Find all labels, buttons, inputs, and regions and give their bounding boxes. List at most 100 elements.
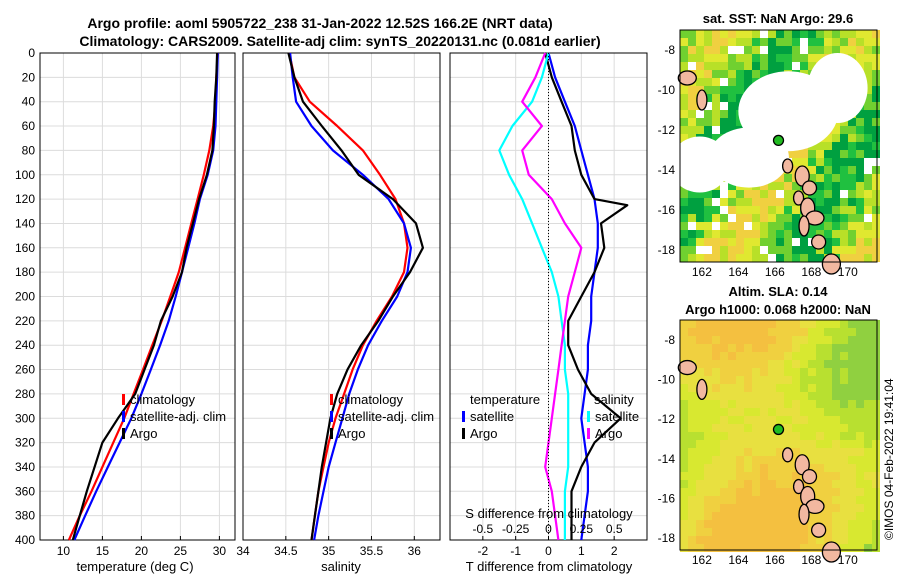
sla-map-cell <box>816 336 824 344</box>
sla-map-cell <box>824 376 832 384</box>
sst-map-cell <box>760 182 768 190</box>
sst-map-cell <box>776 238 784 246</box>
sst-map-cell <box>688 46 696 54</box>
sst-map-xtick: 162 <box>692 265 712 279</box>
sla-map-cell <box>728 392 736 400</box>
sst-map-frame <box>679 29 878 263</box>
sla-map-cell <box>848 496 856 504</box>
sla-map-cell <box>792 544 800 552</box>
sla-map-cell <box>704 328 712 336</box>
sla-map-cell <box>704 424 712 432</box>
sla-map-cell <box>776 360 784 368</box>
sst-map-cell <box>688 102 696 110</box>
sla-map-cell <box>872 344 880 352</box>
sst-map-cell <box>688 94 696 102</box>
sst-map-cell <box>704 70 712 78</box>
sst-map-cell <box>808 246 816 254</box>
sla-map-cell <box>752 376 760 384</box>
difference-legend-left-1-swatch <box>462 428 465 439</box>
sla-map-cell <box>800 440 808 448</box>
sla-map-cell <box>760 448 768 456</box>
sst-map-cell <box>784 230 792 238</box>
sst-map-cell <box>856 246 864 254</box>
sst-map-cell <box>832 134 840 142</box>
sla-map-cell <box>824 320 832 328</box>
sst-map-cell <box>872 54 880 62</box>
sla-map-cell <box>744 496 752 504</box>
sla-map-cell <box>864 424 872 432</box>
sla-map-cell <box>752 328 760 336</box>
sla-map-cell <box>720 504 728 512</box>
sst-map-ytick: -12 <box>658 123 676 137</box>
sst-map-cell <box>728 62 736 70</box>
sst-map-cell <box>864 142 872 150</box>
sst-map-cell <box>872 190 880 198</box>
sst-map-cell <box>872 246 880 254</box>
sst-map-cell <box>768 206 776 214</box>
sla-map-cell <box>776 472 784 480</box>
sla-map-cell <box>688 512 696 520</box>
sla-map-cell <box>728 376 736 384</box>
sla-map-cell <box>680 424 688 432</box>
sla-map-cell <box>848 320 856 328</box>
sla-map-cell <box>856 408 864 416</box>
sst-map-cell <box>720 62 728 70</box>
sla-map-cell <box>864 352 872 360</box>
sla-map-cell <box>680 536 688 544</box>
sla-map-cell <box>872 400 880 408</box>
sla-map-cell <box>768 456 776 464</box>
sla-map-cell <box>760 392 768 400</box>
sla-map-cell <box>752 512 760 520</box>
sla-map-cell <box>704 376 712 384</box>
sst-map-cell <box>864 46 872 54</box>
sla-map-cell <box>744 416 752 424</box>
depth-ytick: 140 <box>15 216 35 230</box>
temperature-xtick: 25 <box>174 544 188 558</box>
sst-map-cell <box>792 158 800 166</box>
sst-map-cell <box>840 30 848 38</box>
sst-map-cell <box>776 174 784 182</box>
sla-map-cell <box>680 512 688 520</box>
sla-map-cell <box>768 328 776 336</box>
sst-map-cell <box>736 30 744 38</box>
sst-map-cell <box>696 198 704 206</box>
sla-map-cell <box>680 400 688 408</box>
sst-map-cell <box>872 182 880 190</box>
sla-map-cell <box>856 472 864 480</box>
sla-map-cell <box>704 336 712 344</box>
sst-map-cell <box>840 142 848 150</box>
sst-map-cell <box>784 222 792 230</box>
sst-map-cell <box>680 54 688 62</box>
sla-map-cell <box>776 376 784 384</box>
sst-map-cell <box>824 214 832 222</box>
sla-map-cell <box>728 352 736 360</box>
sla-map-cell <box>832 320 840 328</box>
sst-map-cell <box>856 166 864 174</box>
sst-map-cell <box>728 70 736 78</box>
sla-map-cell <box>856 376 864 384</box>
sst-map-cell <box>712 54 720 62</box>
sla-map-cell <box>720 464 728 472</box>
sla-map-cell <box>720 432 728 440</box>
sla-map-cell <box>680 336 688 344</box>
sst-map-cell <box>760 70 768 78</box>
sst-map-cell <box>696 78 704 86</box>
sst-map-cell <box>744 230 752 238</box>
temperature-xtick: 15 <box>96 544 110 558</box>
sst-map-ytick: -14 <box>658 163 676 177</box>
sst-map-cell <box>736 70 744 78</box>
sla-map-cell <box>864 456 872 464</box>
sst-map-cell <box>872 86 880 94</box>
sst-map-cell <box>840 238 848 246</box>
sla-map-cell <box>848 352 856 360</box>
sst-map-cell <box>840 38 848 46</box>
sla-map-cell <box>824 480 832 488</box>
sla-map-cell <box>760 472 768 480</box>
sst-map-cell <box>840 230 848 238</box>
sla-map-cell <box>768 368 776 376</box>
sla-map-cell <box>712 336 720 344</box>
sla-map-cell <box>776 344 784 352</box>
sla-map-cell <box>864 488 872 496</box>
sla-map-cell <box>768 496 776 504</box>
sla-map-cell <box>688 536 696 544</box>
